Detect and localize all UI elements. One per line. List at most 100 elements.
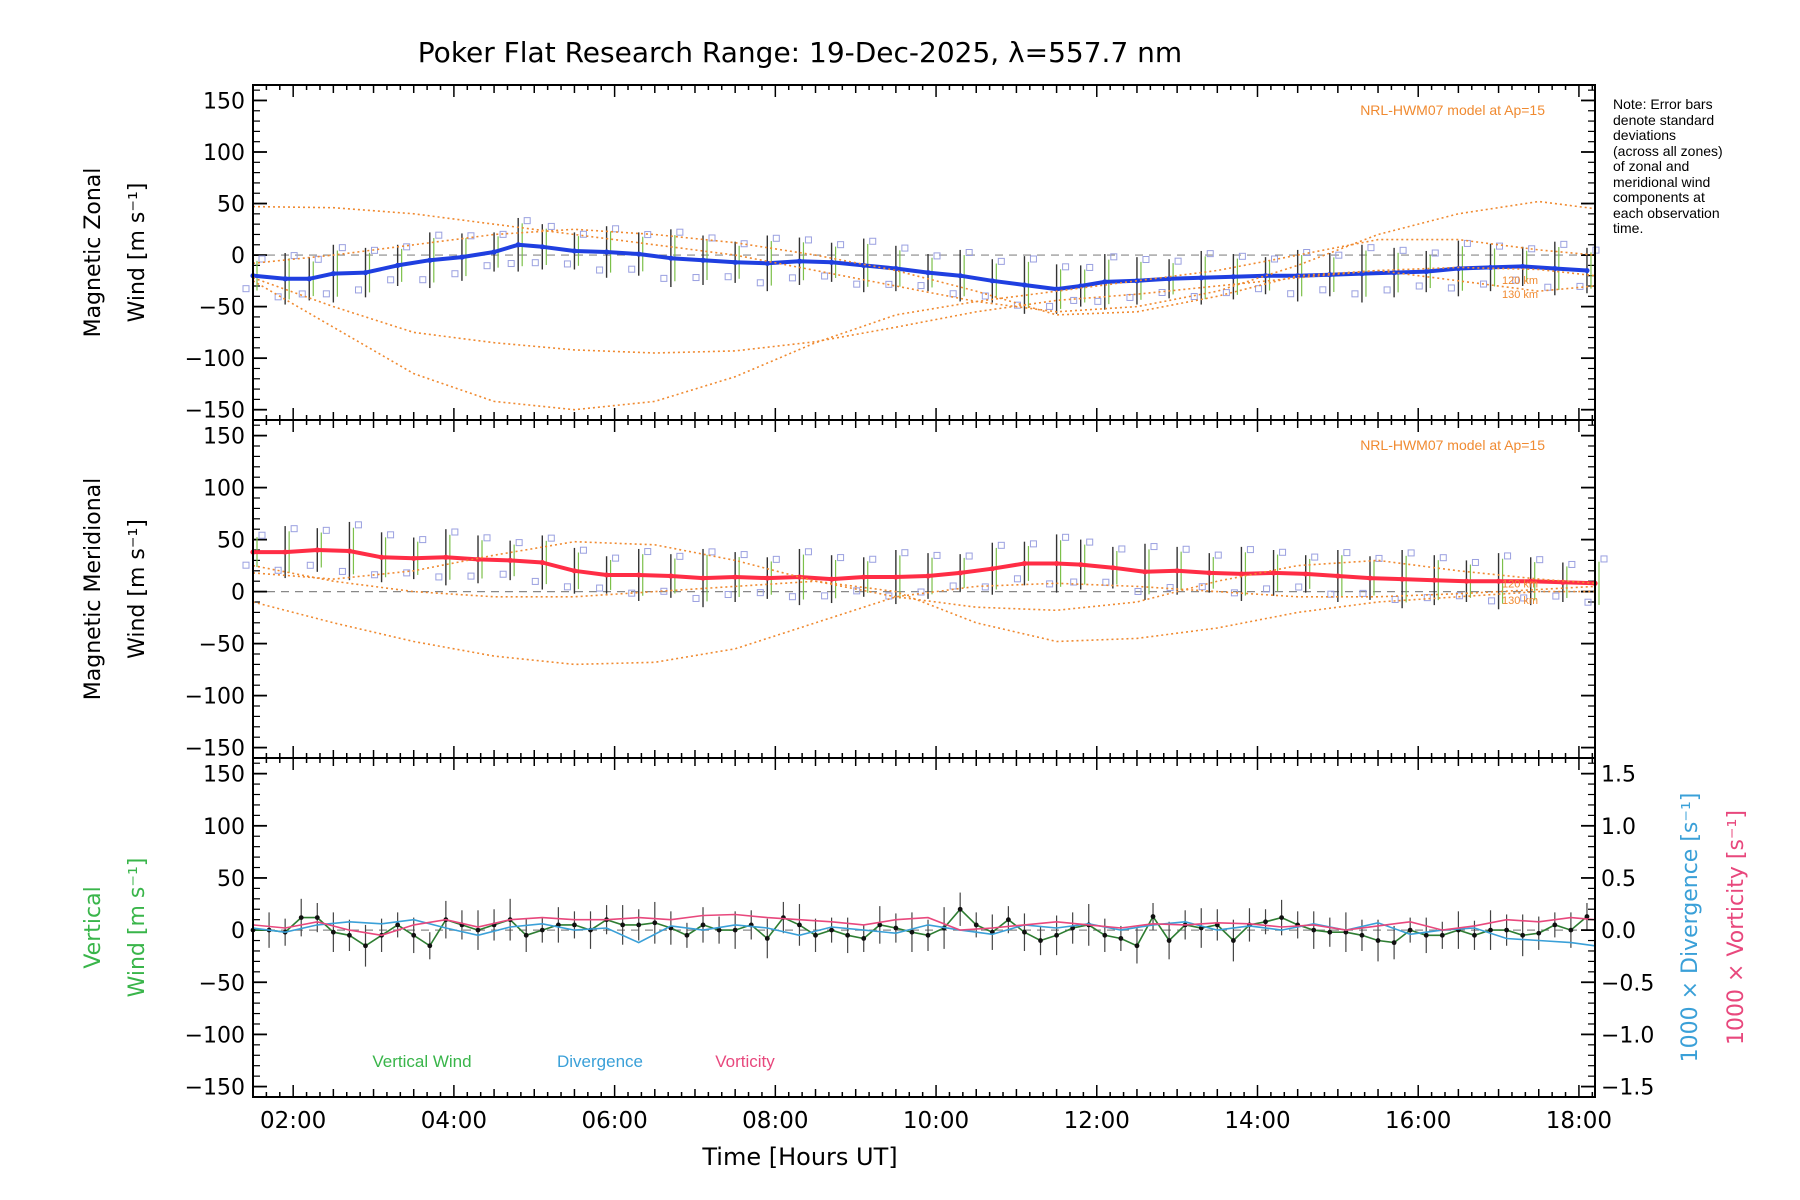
outlier-marker [596,584,604,592]
data-point [1495,578,1502,584]
data-point [1166,938,1172,943]
outlier-marker [869,237,877,245]
error-bar-note: Note: Error bars denote standard deviati… [1613,96,1793,237]
data-point [507,557,513,564]
outlier-marker [499,570,507,578]
outlier-marker [612,554,620,562]
outlier-marker [1471,558,1479,566]
series-line [252,582,1596,666]
outlier-marker [804,236,812,244]
data-point [1568,927,1574,933]
outlier-marker [242,285,250,293]
data-point [636,572,642,578]
outlier-marker [1206,250,1214,258]
data-point [1399,576,1405,582]
data-point [491,249,497,255]
data-point [1455,265,1461,272]
data-point [1005,917,1011,923]
y-tick-label: 150 [203,89,245,114]
outlier-marker [258,531,266,539]
outlier-marker [1062,263,1070,271]
data-point [363,943,368,949]
outlier-marker [660,274,668,282]
x-tick-label: 08:00 [742,1108,808,1134]
panel-frame [252,757,1596,1098]
data-point [957,570,963,576]
outlier-marker [1086,538,1094,546]
y-tick-label: 50 [217,529,245,554]
data-point [475,556,481,562]
y2-tick-label: 0.0 [1601,919,1636,944]
data-point [395,262,401,268]
data-point [684,932,690,938]
outlier-marker [1552,592,1560,600]
note-line: meridional wind [1613,173,1711,190]
outlier-marker [322,526,330,534]
data-point [1262,273,1269,279]
series-line [252,266,1596,354]
y-axis-label: Wind [m s⁻¹] [125,183,150,323]
outlier-marker [1029,255,1037,263]
x-tick-label: 12:00 [1064,1108,1130,1134]
y-tick-label: 150 [203,763,245,788]
outlier-marker [274,293,282,301]
outlier-marker [1255,285,1263,293]
outlier-marker [467,232,475,240]
data-point [1021,560,1028,567]
y-tick-label: 100 [203,141,245,166]
data-point [828,259,835,265]
outlier-marker [419,536,427,544]
data-point [877,922,883,928]
data-point [1536,930,1542,936]
y-tick-label: 50 [217,193,245,218]
outlier-marker [1246,546,1254,554]
data-point [1463,578,1470,584]
data-point [1053,286,1060,292]
data-point [668,573,674,579]
data-point [1198,275,1204,281]
outlier-marker [451,270,459,278]
outlier-marker [242,561,250,569]
outlier-marker [965,552,973,560]
outlier-marker [1584,598,1592,606]
outlier-marker [435,231,443,239]
data-point [346,548,353,554]
altitude-label: 120 km [1502,578,1538,590]
data-point [1078,561,1084,568]
outlier-marker [1238,252,1246,260]
outlier-marker [788,593,796,601]
outlier-marker [563,583,571,591]
outlier-marker [1335,251,1343,259]
outlier-marker [274,566,282,574]
data-point [700,922,706,928]
y-axis-label: Wind [m s⁻¹] [125,858,150,998]
y-tick-label: 0 [231,919,245,944]
y2-tick-label: −1.5 [1601,1076,1654,1101]
outlier-marker [1102,578,1110,586]
data-point [1102,932,1108,938]
legend-entry: Divergence [557,1052,643,1071]
outlier-marker [1359,589,1367,597]
data-point [1391,940,1397,946]
outlier-marker [419,276,427,284]
data-point [1206,570,1212,576]
data-point [1038,938,1043,943]
data-point [716,927,722,933]
data-point [1439,932,1445,938]
data-point [1102,279,1108,285]
outlier-marker [1046,302,1054,310]
outlier-marker [1062,533,1070,541]
data-point [925,932,931,938]
model-label: NRL-HWM07 model at Ap=15 [1360,437,1545,453]
data-point [764,936,770,941]
outlier-marker [1118,545,1126,553]
data-point [306,276,312,282]
outlier-marker [1110,253,1118,261]
x-tick-label: 06:00 [581,1108,647,1134]
outlier-marker [547,222,555,230]
outlier-marker [997,257,1005,265]
data-point [443,554,449,560]
data-point [732,927,738,933]
outlier-marker [338,567,346,575]
outlier-marker [1263,585,1271,593]
